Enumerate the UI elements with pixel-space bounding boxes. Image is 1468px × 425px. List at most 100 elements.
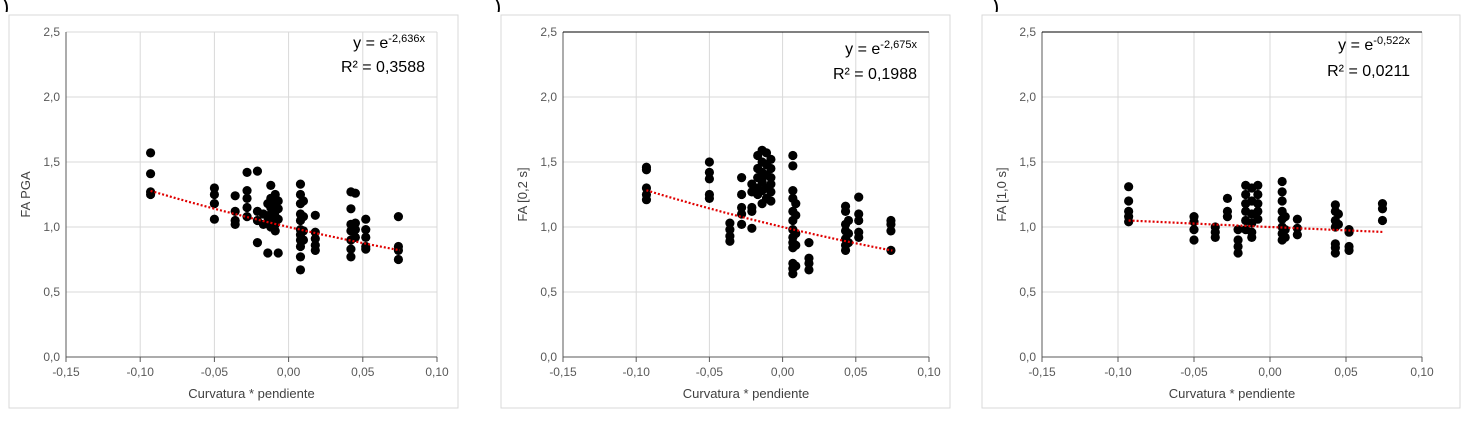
y-axis-title: FA PGA (18, 171, 33, 218)
y-tick-label: 2,5 (43, 25, 60, 39)
data-point (295, 179, 306, 189)
data-point (1344, 245, 1354, 255)
data-point (242, 167, 252, 177)
data-point (1233, 248, 1243, 258)
data-point (263, 248, 273, 258)
x-tick-label: 0,00 (771, 365, 795, 379)
data-point (1280, 225, 1290, 235)
data-point (310, 210, 320, 220)
x-tick-label: 0,10 (1410, 365, 1434, 379)
trend-equation: y = e-2,636x (353, 33, 425, 52)
data-point (252, 166, 263, 176)
data-point (804, 238, 814, 248)
data-point (704, 174, 714, 184)
data-point (1253, 189, 1263, 200)
data-point (230, 219, 240, 229)
data-point (209, 183, 219, 193)
x-tick-label: 0,00 (277, 365, 301, 379)
data-point (298, 235, 309, 245)
x-tick-label: -0,10 (623, 365, 651, 379)
data-point (346, 252, 356, 262)
data-point (1222, 193, 1233, 203)
data-point (840, 206, 851, 216)
trend-equation-base: y = e (1338, 37, 1373, 54)
data-point (804, 258, 814, 268)
data-point (361, 214, 371, 224)
data-point (788, 269, 798, 279)
x-axis-title: Curvatura * pendiente (683, 386, 809, 401)
data-point (310, 234, 320, 244)
data-point (886, 226, 896, 236)
data-point (843, 228, 854, 239)
data-point (747, 206, 757, 216)
data-point (1253, 206, 1263, 216)
data-point (737, 219, 747, 229)
data-point (854, 209, 864, 219)
data-point (854, 215, 864, 226)
data-point (273, 196, 283, 206)
data-point (295, 265, 306, 275)
data-point (273, 204, 283, 214)
data-point (1292, 214, 1302, 224)
data-point (145, 189, 156, 200)
data-point (791, 210, 801, 220)
y-tick-label: 0,5 (43, 285, 60, 299)
data-point (310, 245, 320, 255)
data-point (788, 161, 798, 171)
data-point (1233, 225, 1243, 235)
trendline (150, 189, 401, 252)
data-point (791, 199, 801, 209)
data-point (788, 150, 798, 161)
data-point (854, 192, 864, 202)
data-point (788, 186, 798, 196)
x-tick-label: 0,10 (917, 365, 941, 379)
y-tick-label: 1,0 (1019, 220, 1036, 234)
trend-equation-base: y = e (845, 41, 880, 58)
x-tick-label: -0,05 (696, 365, 724, 379)
panel-tag: ) (494, 0, 501, 12)
chart-svg: 0,0 0,5 1,0 1,5 2,0 2,5 -0,15 -0,10 -0,05 0,00 0,0… (981, 14, 1461, 409)
data-point (1333, 219, 1343, 229)
data-point (761, 148, 772, 158)
data-point (242, 186, 252, 196)
data-point (346, 204, 356, 214)
data-point (791, 261, 801, 271)
data-point (737, 189, 747, 200)
data-point (641, 195, 652, 205)
trend-equation-exponent: -2,675x (880, 39, 917, 51)
data-point (1330, 200, 1340, 210)
data-point (1233, 241, 1243, 252)
y-tick-label: 1,5 (1019, 155, 1036, 169)
trend-equation-exponent: -0,522x (1373, 35, 1410, 47)
data-point (273, 248, 283, 258)
y-tick-label: 2,0 (1019, 90, 1036, 104)
data-point (1189, 217, 1199, 227)
data-point (273, 214, 283, 224)
panel-tag: ) (2, 0, 9, 12)
data-point (737, 173, 747, 183)
data-point (1277, 176, 1287, 187)
data-point (725, 218, 735, 228)
data-point (1241, 189, 1251, 200)
data-point (791, 240, 801, 250)
y-tick-label: 1,0 (540, 220, 557, 234)
data-point (1253, 199, 1263, 209)
x-tick-label: -0,15 (1028, 365, 1056, 379)
data-point (1330, 248, 1340, 258)
y-tick-label: 0,5 (540, 285, 557, 299)
data-point (704, 167, 714, 177)
data-point (840, 245, 851, 255)
data-point (361, 232, 371, 242)
data-point (1344, 227, 1354, 237)
y-tick-label: 1,5 (540, 155, 557, 169)
data-point (641, 165, 652, 175)
x-tick-label: 0,10 (425, 365, 449, 379)
data-point (230, 206, 240, 216)
data-point (1124, 217, 1134, 227)
data-point (1377, 215, 1388, 226)
y-tick-label: 1,0 (43, 220, 60, 234)
y-tick-label: 0,0 (1019, 350, 1036, 364)
data-point (252, 238, 263, 248)
chart-panel-10s: ) 0,00,51,01,52,02,5-0,15-0,10-0,050,000… (976, 0, 1468, 425)
data-point (350, 188, 360, 198)
